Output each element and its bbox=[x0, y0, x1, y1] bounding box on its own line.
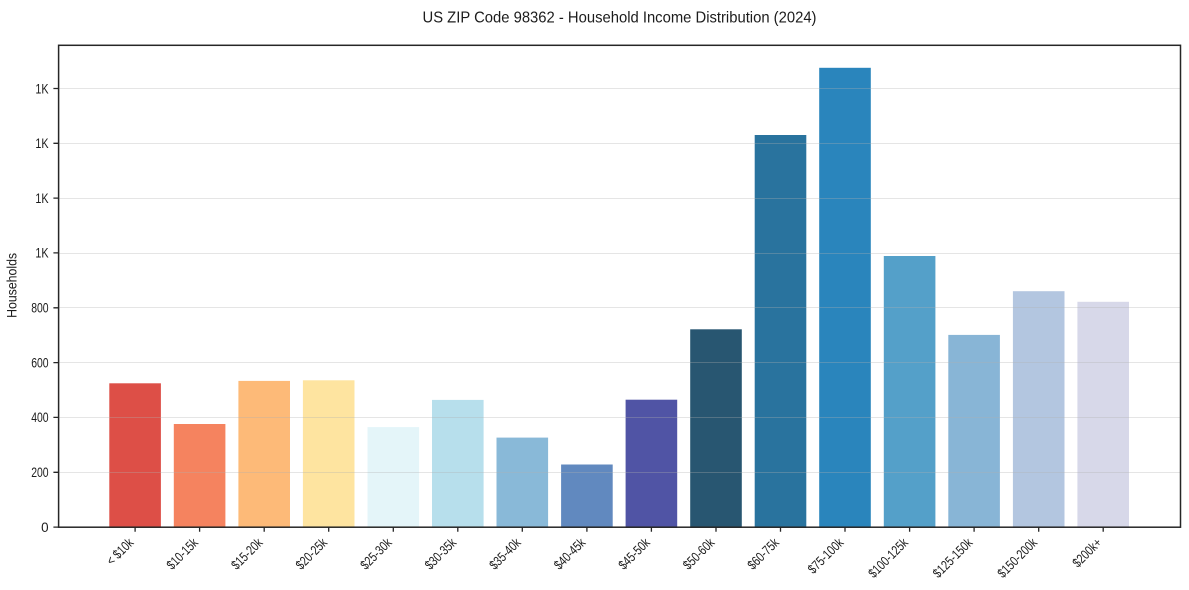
svg-text:0: 0 bbox=[41, 520, 48, 535]
svg-text:Households: Households bbox=[5, 253, 20, 318]
svg-text:1K: 1K bbox=[35, 246, 48, 261]
svg-text:400: 400 bbox=[31, 410, 48, 425]
svg-text:1K: 1K bbox=[35, 191, 48, 206]
svg-text:800: 800 bbox=[31, 301, 48, 316]
svg-text:200: 200 bbox=[31, 465, 48, 480]
svg-text:US ZIP Code 98362 - Household: US ZIP Code 98362 - Household Income Dis… bbox=[423, 9, 817, 27]
svg-text:1K: 1K bbox=[35, 81, 48, 96]
svg-text:600: 600 bbox=[31, 355, 48, 370]
svg-text:1K: 1K bbox=[35, 136, 48, 151]
